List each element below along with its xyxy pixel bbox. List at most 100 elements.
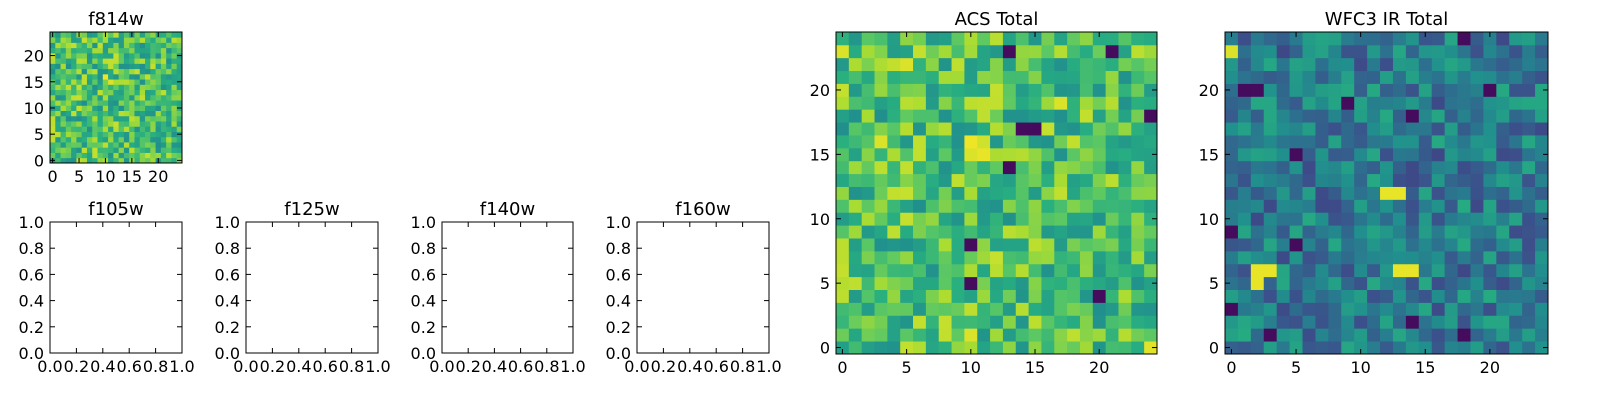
heatmap-cell [1496, 263, 1510, 278]
heatmap-cell [1237, 135, 1252, 149]
heatmap-cell [1250, 212, 1265, 226]
heatmap-cell [86, 115, 93, 122]
heatmap-cell [139, 32, 146, 38]
heatmap-cell [887, 173, 901, 187]
heatmap-cell [1067, 186, 1081, 200]
heatmap-cell [874, 160, 888, 175]
heatmap-cell [113, 32, 120, 38]
heatmap-cell [171, 79, 178, 85]
heatmap-cell [1315, 186, 1329, 200]
heatmap-cell [1341, 44, 1355, 59]
heatmap-cell [108, 47, 114, 54]
heatmap-cell [1002, 276, 1017, 290]
y-tick-label: 0.8 [19, 239, 44, 258]
heatmap-cell [1041, 44, 1055, 59]
heatmap-cell [97, 94, 104, 101]
heatmap-cell [81, 63, 88, 70]
heatmap-cell [964, 263, 978, 278]
heatmap-cell [71, 79, 77, 85]
heatmap-cell [1225, 276, 1239, 290]
heatmap-cell [1483, 212, 1497, 226]
heatmap-cell [1092, 225, 1107, 239]
heatmap-cell [1522, 96, 1536, 110]
heatmap-cell [848, 238, 863, 252]
heatmap-cell [108, 110, 114, 117]
heatmap-cell [1028, 315, 1042, 329]
heatmap-cell [81, 79, 88, 85]
heatmap-cell [1367, 315, 1381, 329]
heatmap-cell [92, 32, 98, 38]
heatmap-cell [1431, 122, 1446, 136]
heatmap-cell [938, 160, 952, 175]
heatmap-cell [81, 84, 88, 91]
heatmap-cell [65, 157, 72, 164]
y-tick-label: 0.8 [215, 239, 240, 258]
heatmap-cell [1002, 83, 1017, 97]
heatmap-cell [1380, 276, 1394, 290]
heatmap-cell [900, 57, 914, 72]
heatmap-cell [92, 79, 98, 85]
heatmap-cell [1250, 328, 1265, 342]
heatmap-cell [102, 152, 109, 159]
heatmap-cell [1289, 83, 1303, 97]
heatmap-cell [925, 238, 940, 252]
heatmap-cell [166, 37, 172, 43]
heatmap-cell [145, 47, 151, 54]
heatmap-cell [1509, 70, 1523, 84]
heatmap-cell [81, 94, 88, 101]
heatmap-cell [81, 142, 88, 148]
heatmap-cell [1144, 238, 1158, 252]
heatmap-cell [1380, 96, 1394, 110]
heatmap-cell [913, 302, 927, 316]
heatmap-cell [1028, 32, 1042, 46]
heatmap-cell [139, 73, 146, 80]
heatmap-cell [1028, 83, 1042, 97]
heatmap-cell [1118, 315, 1132, 329]
heatmap-cell [1444, 96, 1458, 110]
heatmap-cell [60, 94, 67, 101]
heatmap-cell [1225, 32, 1239, 46]
heatmap-cell [1444, 341, 1458, 355]
heatmap-cell [1405, 44, 1420, 59]
heatmap-cell [1225, 238, 1239, 252]
heatmap-cell [60, 79, 67, 85]
heatmap-cell [55, 147, 61, 153]
y-tick-label: 0.6 [215, 265, 240, 284]
heatmap-cell [1225, 225, 1239, 239]
heatmap-cell [166, 157, 172, 164]
y-tick-label: 0.2 [411, 318, 436, 337]
heatmap-cell [1315, 57, 1329, 72]
heatmap-cell [1237, 238, 1252, 252]
heatmap-cell [171, 131, 178, 138]
heatmap-cell [1535, 96, 1549, 110]
heatmap-cell [65, 136, 72, 143]
heatmap-cell [1444, 250, 1458, 265]
heatmap-cell [1131, 96, 1145, 110]
heatmap-cell [925, 225, 940, 239]
heatmap-cell [1315, 315, 1329, 329]
heatmap-cell [76, 68, 83, 75]
heatmap-cell [102, 52, 109, 59]
heatmap-cell [129, 110, 135, 117]
heatmap-cell [65, 32, 72, 38]
heatmap-cell [134, 126, 141, 132]
heatmap-cell [150, 52, 156, 59]
heatmap-cell [1444, 109, 1458, 123]
heatmap-cell [848, 341, 863, 355]
heatmap-cell [1041, 250, 1055, 265]
heatmap-cell [1405, 32, 1420, 46]
heatmap-cell [71, 136, 77, 143]
heatmap-cell [861, 96, 875, 110]
heatmap-cell [1367, 341, 1381, 355]
heatmap-cell [900, 96, 914, 110]
heatmap-cell [166, 94, 172, 101]
heatmap-cell [123, 100, 130, 106]
heatmap-cell [160, 100, 167, 106]
heatmap-cell [86, 105, 93, 111]
heatmap-cell [1354, 212, 1368, 226]
heatmap-cell [900, 276, 914, 290]
heatmap-cell [139, 42, 146, 49]
heatmap-cell [887, 276, 901, 290]
heatmap-cell [81, 52, 88, 59]
heatmap-cell [97, 152, 104, 159]
